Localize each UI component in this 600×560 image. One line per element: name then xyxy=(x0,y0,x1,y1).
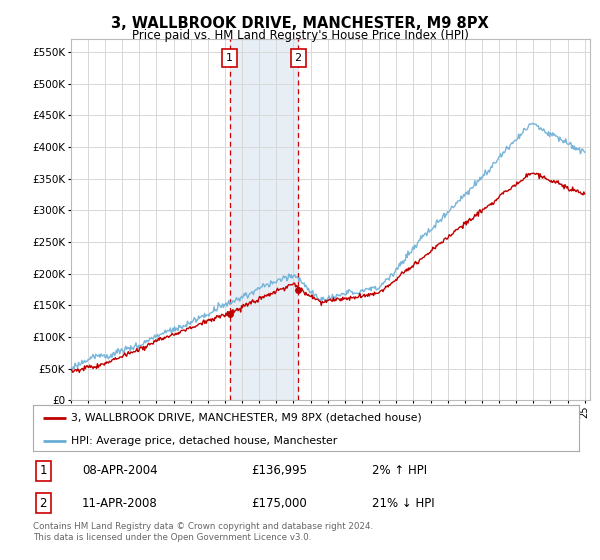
Text: HPI: Average price, detached house, Manchester: HPI: Average price, detached house, Manc… xyxy=(71,436,337,446)
Text: 1: 1 xyxy=(226,53,233,63)
Text: £175,000: £175,000 xyxy=(251,497,307,510)
Text: 3, WALLBROOK DRIVE, MANCHESTER, M9 8PX (detached house): 3, WALLBROOK DRIVE, MANCHESTER, M9 8PX (… xyxy=(71,413,422,423)
Text: 3, WALLBROOK DRIVE, MANCHESTER, M9 8PX: 3, WALLBROOK DRIVE, MANCHESTER, M9 8PX xyxy=(111,16,489,31)
Text: 08-APR-2004: 08-APR-2004 xyxy=(82,464,158,478)
Text: £136,995: £136,995 xyxy=(251,464,307,478)
Text: Contains HM Land Registry data © Crown copyright and database right 2024.: Contains HM Land Registry data © Crown c… xyxy=(33,522,373,531)
Text: 1: 1 xyxy=(40,464,47,478)
Text: 2: 2 xyxy=(295,53,302,63)
Text: 2: 2 xyxy=(40,497,47,510)
Bar xyxy=(230,39,298,400)
Text: 2% ↑ HPI: 2% ↑ HPI xyxy=(371,464,427,478)
Text: This data is licensed under the Open Government Licence v3.0.: This data is licensed under the Open Gov… xyxy=(33,533,311,542)
Text: 11-APR-2008: 11-APR-2008 xyxy=(82,497,158,510)
Text: 21% ↓ HPI: 21% ↓ HPI xyxy=(371,497,434,510)
Text: Price paid vs. HM Land Registry's House Price Index (HPI): Price paid vs. HM Land Registry's House … xyxy=(131,29,469,42)
